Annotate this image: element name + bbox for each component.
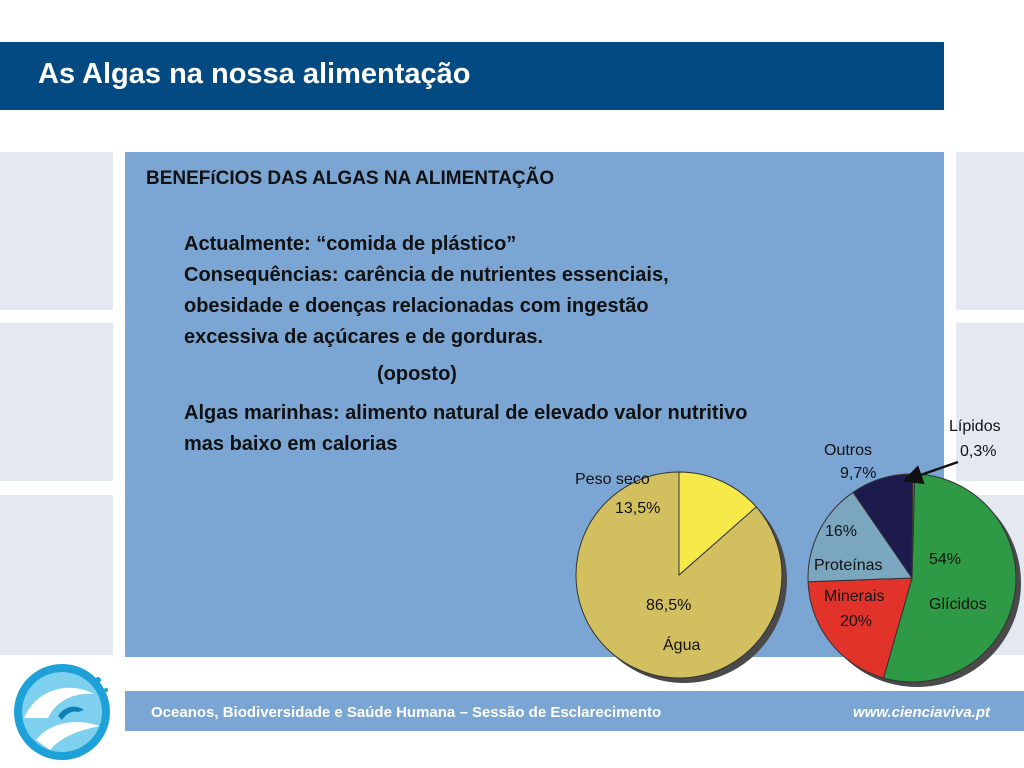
lipidos-pointer-arrow: [902, 460, 959, 485]
label-glicidos: Glícidos: [929, 596, 987, 613]
label-agua: Água: [663, 635, 700, 654]
value-outros: 9,7%: [840, 465, 876, 482]
label-minerais: Minerais: [824, 588, 884, 605]
pie2-slice-2: [807, 491, 913, 583]
value-agua: 86,5%: [646, 597, 691, 614]
label-outros: Outros: [824, 442, 872, 459]
pie1-slice-1: [678, 471, 757, 577]
title-bar: As Algas na nossa alimentação: [0, 42, 944, 110]
label-peso-seco: Peso seco: [575, 471, 650, 488]
value-glicidos: 54%: [929, 551, 961, 568]
text-line-4: excessiva de açúcares e de gorduras.: [184, 326, 544, 348]
value-minerais: 20%: [840, 613, 872, 630]
left-tile-1: [0, 152, 113, 310]
content-panel: [125, 152, 944, 657]
pie2-slice-1: [807, 577, 913, 679]
dolphin-logo-icon: [14, 664, 110, 760]
value-lipidos: 0,3%: [960, 443, 996, 460]
footer-text: Oceanos, Biodiversidade e Saúde Humana –…: [151, 704, 662, 721]
section-heading: BENEFíCIOS DAS ALGAS NA ALIMENTAÇÃO: [146, 168, 555, 189]
left-tile-3: [0, 495, 113, 655]
value-peso-seco: 13,5%: [615, 500, 660, 517]
algas-line-2: mas baixo em calorias: [184, 433, 398, 455]
value-proteinas: 16%: [825, 523, 857, 540]
oposto-text: (oposto): [377, 363, 457, 385]
text-line-2: Consequências: carência de nutrientes es…: [184, 264, 669, 286]
label-proteinas: Proteínas: [814, 557, 882, 574]
text-line-3: obesidade e doenças relacionadas com ing…: [184, 295, 649, 317]
footer-bar: Oceanos, Biodiversidade e Saúde Humana –…: [125, 691, 1024, 731]
pie2-slice-0: [882, 473, 1017, 683]
text-line-1: Actualmente: “comida de plástico”: [184, 233, 517, 255]
right-tile-2: [956, 323, 1024, 481]
left-tile-2: [0, 323, 113, 481]
right-tile-1: [956, 152, 1024, 310]
label-lipidos: Lípidos: [949, 418, 1001, 435]
algas-line-1: Algas marinhas: alimento natural de elev…: [184, 402, 748, 424]
footer-link[interactable]: www.cienciaviva.pt: [853, 704, 990, 721]
slide-title: As Algas na nossa alimentação: [38, 58, 471, 90]
